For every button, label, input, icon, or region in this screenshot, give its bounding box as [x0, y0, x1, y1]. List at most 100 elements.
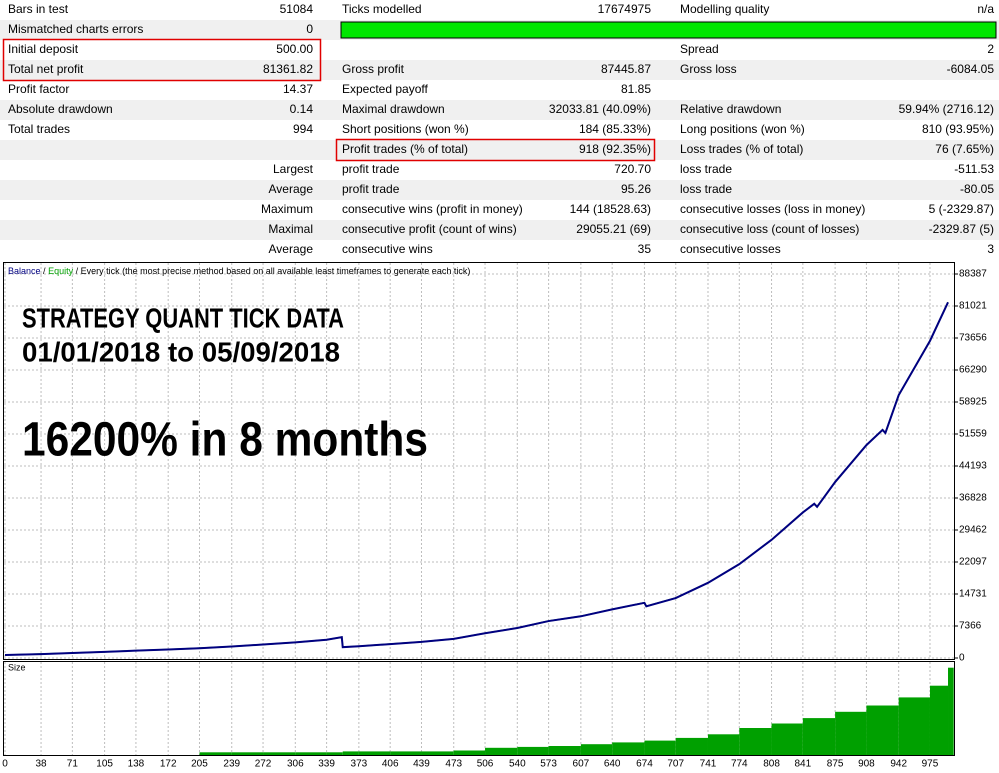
cell-value: 5 (-2329.87) — [929, 202, 994, 216]
size-bar — [866, 705, 899, 755]
balance-line — [4, 301, 949, 656]
size-bar — [948, 667, 954, 755]
cell-value: -2329.87 (5) — [929, 222, 994, 236]
legend-note: Every tick (the most precise method base… — [81, 266, 471, 276]
cell-value: 918 (92.35%) — [579, 142, 651, 156]
size-bar — [802, 718, 836, 755]
plot: 0 38 71 105 138 172 205 239 272 306 339 373 406 439 47… — [2, 263, 987, 770]
x-tick-label: 540 — [509, 759, 526, 770]
cell-label: Expected payoff — [342, 82, 429, 96]
cell-value: 144 (18528.63) — [570, 202, 651, 216]
cell-label: consecutive wins (profit in money) — [342, 202, 523, 216]
cell-value: -511.53 — [954, 162, 994, 176]
size-bar — [326, 752, 343, 755]
y-tick-label: 58925 — [959, 397, 987, 408]
x-tick-label: 808 — [763, 759, 780, 770]
row-background — [0, 180, 999, 200]
cell-label: Modelling quality — [680, 2, 769, 16]
y-tick-label: 51559 — [959, 429, 987, 440]
cell-label: Maximal — [268, 222, 313, 236]
cell-value: 32033.81 (40.09%) — [549, 102, 651, 116]
cell-value: 0 — [306, 22, 313, 36]
cell-label: consecutive wins — [342, 242, 433, 256]
size-label: Size — [8, 662, 26, 672]
size-bar — [263, 752, 296, 755]
size-bar — [898, 697, 930, 755]
cell-label: profit trade — [342, 182, 400, 196]
x-tick-label: 741 — [700, 759, 717, 770]
cell-label: consecutive profit (count of wins) — [342, 222, 517, 236]
cell-value: 81.85 — [621, 82, 651, 96]
cell-label: Total net profit — [8, 62, 84, 76]
legend-separator: / — [43, 266, 46, 276]
x-tick-label: 774 — [731, 759, 748, 770]
cell-label: loss trade — [680, 162, 732, 176]
cell-value: n/a — [977, 2, 994, 16]
x-tick-label: 674 — [636, 759, 653, 770]
cell-value: 184 (85.33%) — [579, 122, 651, 136]
cell-value: 810 (93.95%) — [922, 122, 994, 136]
cell-label: Average — [269, 242, 314, 256]
x-tick-label: 473 — [445, 759, 462, 770]
cell-value: 14.37 — [283, 82, 313, 96]
x-tick-label: 138 — [128, 759, 145, 770]
x-tick-label: 640 — [604, 759, 621, 770]
annotation: 16200% in 8 months — [22, 414, 428, 467]
cell-label: Bars in test — [8, 2, 69, 16]
cell-label: Gross loss — [680, 62, 737, 76]
row-background — [0, 220, 999, 240]
size-bar — [580, 744, 613, 755]
cell-label: Loss trades (% of total) — [680, 142, 803, 156]
cell-label: Total trades — [8, 122, 70, 136]
x-tick-label: 373 — [351, 759, 368, 770]
x-tick-label: 339 — [318, 759, 335, 770]
cell-value: 59.94% (2716.12) — [899, 102, 994, 116]
cell-value: 95.26 — [621, 182, 651, 196]
annotation: 01/01/2018 to 05/09/2018 — [22, 336, 340, 367]
row-background — [0, 100, 999, 120]
quality-bar — [340, 21, 997, 39]
size-bar — [771, 723, 803, 755]
highlight-box — [335, 138, 656, 162]
x-tick-label: 38 — [35, 759, 47, 770]
x-tick-label: 506 — [477, 759, 494, 770]
y-tick-label: 7366 — [959, 621, 982, 632]
legend-separator: / — [76, 266, 79, 276]
size-bar — [390, 751, 422, 755]
legend-entry: Equity — [48, 266, 74, 276]
cell-label: Mismatched charts errors — [8, 22, 143, 36]
cell-value: 994 — [293, 122, 313, 136]
size-bar — [517, 746, 549, 755]
size-bar — [675, 737, 708, 755]
x-tick-label: 707 — [667, 759, 684, 770]
x-tick-label: 306 — [287, 759, 304, 770]
x-tick-label: 239 — [223, 759, 240, 770]
cell-value: 0.14 — [290, 102, 314, 116]
size-bar — [929, 685, 949, 755]
size-bar — [835, 711, 867, 755]
size-bar — [358, 751, 391, 755]
legend: Balance / Equity / Every tick (the most … — [8, 266, 470, 276]
cell-label: loss trade — [680, 182, 732, 196]
cell-value: 35 — [638, 242, 652, 256]
cell-label: Short positions (won %) — [342, 122, 469, 136]
cell-label: Long positions (won %) — [680, 122, 805, 136]
x-tick-label: 975 — [922, 759, 939, 770]
row-background — [0, 140, 999, 160]
y-tick-label: 81021 — [959, 301, 987, 312]
x-tick-label: 0 — [2, 759, 8, 770]
x-tick-label: 607 — [573, 759, 590, 770]
size-bar — [453, 750, 486, 755]
cell-value: 17674975 — [598, 2, 652, 16]
y-tick-label: 29462 — [959, 525, 987, 536]
size-bar — [612, 742, 645, 755]
x-tick-label: 875 — [827, 759, 844, 770]
y-tick-label: 44193 — [959, 461, 987, 472]
x-tick-label: 439 — [413, 759, 430, 770]
size-bar — [421, 751, 454, 755]
size-bar — [485, 747, 518, 755]
y-tick-label: 36828 — [959, 493, 987, 504]
size-bar — [548, 746, 581, 755]
cell-label: Spread — [680, 42, 719, 56]
